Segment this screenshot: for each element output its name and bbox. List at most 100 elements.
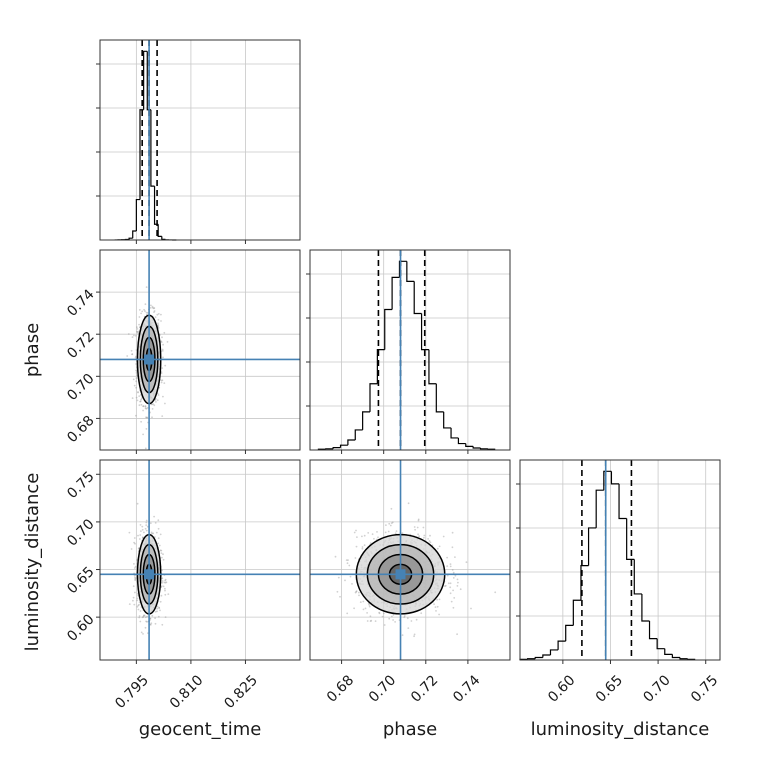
sample-point <box>456 578 459 581</box>
sample-point <box>417 519 420 522</box>
sample-point <box>155 401 157 403</box>
sample-point <box>136 605 139 608</box>
sample-point <box>133 334 135 337</box>
sample-point <box>359 601 362 603</box>
frame-20 <box>99 459 301 661</box>
sample-point <box>438 545 441 548</box>
hist-bin-phase-9 <box>384 308 393 350</box>
sample-point <box>141 525 144 528</box>
sample-point <box>417 533 419 536</box>
sample-point <box>146 312 149 314</box>
hist-bin-luminosity_distance-18 <box>656 638 665 650</box>
sample-point <box>368 604 371 606</box>
sample-point <box>368 605 371 608</box>
sample-point <box>151 532 154 535</box>
sample-point <box>136 399 139 402</box>
sample-point <box>436 547 439 550</box>
sample-point <box>134 356 137 359</box>
xtick-label-phase-0: 0.68 <box>324 672 357 705</box>
scatter-panel-luminosity-vs-phase <box>310 460 510 660</box>
sample-point <box>133 567 136 569</box>
sample-point <box>157 322 159 325</box>
hist-bin-luminosity_distance-21 <box>679 657 688 660</box>
sample-point <box>140 530 142 532</box>
frame-10 <box>99 249 301 451</box>
hist-bin-luminosity_distance-20 <box>671 654 680 659</box>
sample-point <box>390 522 393 524</box>
hist-bin-phase-18 <box>450 427 459 439</box>
sample-point <box>143 308 146 311</box>
sample-point <box>136 502 139 505</box>
sample-point <box>158 607 161 609</box>
sample-point <box>145 416 147 419</box>
sample-point <box>449 582 452 585</box>
sample-point <box>131 336 134 338</box>
sample-point <box>451 546 454 549</box>
hist-bin-phase-22 <box>479 447 488 450</box>
sample-point <box>369 620 372 622</box>
sample-point <box>363 544 366 547</box>
hist-bin-phase-13 <box>413 281 422 315</box>
hist-bin-luminosity_distance-8 <box>580 565 589 601</box>
sample-point <box>451 531 454 534</box>
sample-point <box>135 380 138 383</box>
sample-point <box>160 585 163 587</box>
sample-point <box>436 605 439 608</box>
ytick-label-phase-3: 0.74 <box>64 286 97 319</box>
sample-point <box>454 574 457 577</box>
xtick-label-phase-3: 0.74 <box>450 672 483 705</box>
hist-bin-phase-15 <box>428 349 437 385</box>
sample-point <box>151 408 154 410</box>
hist-bin-phase-19 <box>457 437 466 445</box>
sample-point <box>374 620 377 622</box>
xtick-label-luminosity_distance-0: 0.60 <box>545 672 578 705</box>
sample-point <box>415 618 418 621</box>
sample-point <box>449 565 452 568</box>
sample-point <box>366 620 369 622</box>
sample-point <box>166 341 169 343</box>
sample-point <box>449 586 452 589</box>
sample-point <box>159 533 162 536</box>
sample-point <box>391 615 393 618</box>
hist-bin-phase-7 <box>369 383 378 412</box>
sample-point <box>145 529 148 532</box>
sample-point <box>162 395 164 398</box>
hist-bin-luminosity_distance-5 <box>557 640 566 650</box>
sample-point <box>151 403 154 406</box>
sample-point <box>457 581 459 584</box>
sample-point <box>135 355 137 358</box>
sample-point <box>137 331 140 334</box>
sample-point <box>413 526 416 528</box>
frame-00 <box>99 39 301 241</box>
sample-point <box>149 617 152 620</box>
sample-point <box>392 619 394 621</box>
sample-point <box>157 615 160 618</box>
sample-point <box>161 623 164 626</box>
sample-point <box>137 391 139 394</box>
sample-point <box>454 556 456 558</box>
sample-point <box>442 535 445 538</box>
sample-point <box>149 522 152 525</box>
sample-point <box>151 306 154 309</box>
xtick-label-phase-2: 0.72 <box>408 672 441 705</box>
sample-point <box>428 540 431 542</box>
sample-point <box>133 563 135 565</box>
sample-point <box>142 405 145 408</box>
sample-point <box>465 561 468 564</box>
sample-point <box>470 607 472 610</box>
sample-point <box>337 576 340 579</box>
sample-point <box>152 307 155 310</box>
sample-point <box>353 607 355 610</box>
sample-point <box>433 603 435 605</box>
sample-point <box>137 548 140 550</box>
sample-point <box>138 316 141 318</box>
sample-point <box>361 547 364 550</box>
sample-point <box>142 405 145 408</box>
sample-point <box>164 581 167 584</box>
sample-point <box>152 532 155 535</box>
sample-point <box>136 330 139 333</box>
sample-point <box>369 542 372 545</box>
sample-point <box>164 593 167 596</box>
hist-bin-phase-10 <box>391 276 400 310</box>
